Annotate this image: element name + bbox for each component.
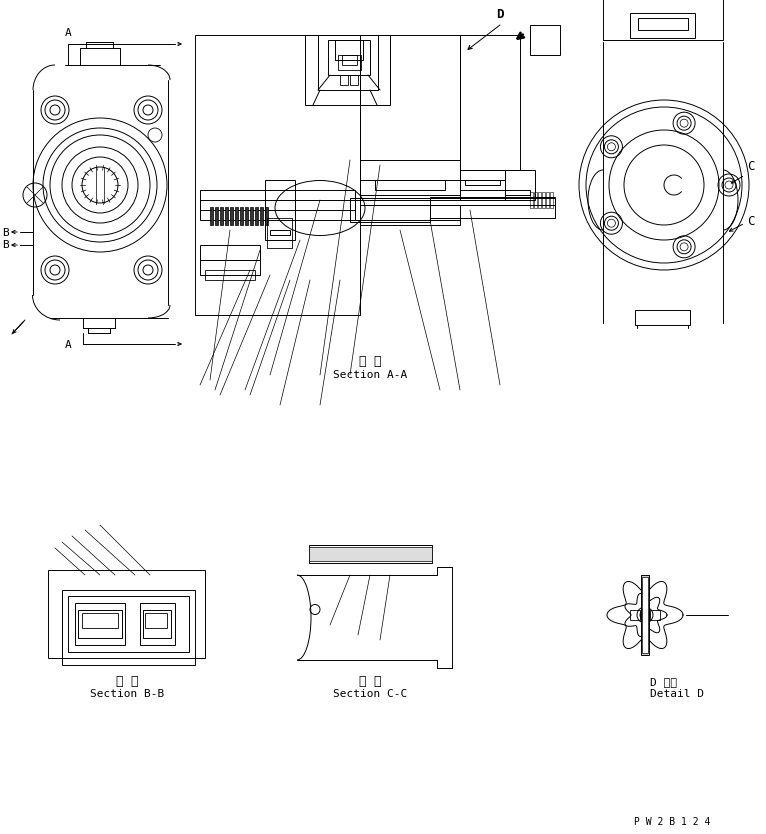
Text: Section B-B: Section B-B: [90, 689, 164, 699]
Text: Section C-C: Section C-C: [333, 689, 407, 699]
Text: D: D: [496, 8, 504, 21]
Bar: [230, 207, 233, 225]
Bar: [530, 25, 560, 55]
Bar: [318, 35, 378, 90]
Bar: [220, 207, 223, 225]
Bar: [630, 610, 640, 620]
Bar: [200, 245, 260, 260]
Bar: [460, 170, 505, 200]
Bar: [360, 160, 460, 195]
Bar: [350, 198, 430, 222]
Bar: [550, 192, 553, 208]
Text: B: B: [2, 228, 8, 238]
Text: 断 面: 断 面: [358, 355, 381, 368]
Bar: [200, 190, 355, 220]
Bar: [267, 218, 292, 248]
Text: B: B: [2, 240, 8, 250]
Bar: [245, 207, 248, 225]
Bar: [635, 310, 690, 325]
Bar: [68, 596, 189, 652]
Bar: [305, 35, 390, 105]
Text: A: A: [64, 340, 71, 350]
Text: Section A-A: Section A-A: [333, 370, 407, 380]
Bar: [375, 180, 445, 190]
Bar: [360, 205, 460, 225]
Bar: [250, 207, 253, 225]
Bar: [505, 170, 535, 200]
Bar: [603, 0, 723, 40]
Bar: [638, 18, 688, 30]
Bar: [340, 75, 348, 85]
Bar: [430, 197, 555, 205]
Bar: [309, 547, 432, 561]
Bar: [62, 590, 195, 658]
Text: 断 面: 断 面: [358, 675, 381, 688]
Bar: [260, 207, 263, 225]
Bar: [205, 270, 255, 280]
Bar: [75, 603, 125, 645]
Text: D 詳細: D 詳細: [650, 677, 677, 687]
Bar: [200, 200, 355, 210]
Bar: [460, 35, 520, 170]
Bar: [534, 192, 537, 208]
Text: C: C: [748, 160, 755, 173]
Bar: [143, 610, 171, 638]
Text: Detail D: Detail D: [650, 689, 704, 699]
Bar: [546, 192, 549, 208]
Bar: [309, 545, 432, 563]
Bar: [235, 207, 238, 225]
Bar: [642, 577, 648, 653]
Bar: [200, 260, 260, 275]
Bar: [82, 613, 118, 628]
Bar: [460, 180, 505, 190]
Bar: [338, 55, 361, 70]
Bar: [140, 603, 175, 645]
Bar: [538, 192, 541, 208]
Bar: [78, 610, 122, 638]
Bar: [630, 13, 695, 38]
Bar: [505, 190, 530, 195]
Bar: [650, 610, 660, 620]
Bar: [530, 192, 533, 208]
Bar: [542, 192, 545, 208]
Bar: [342, 55, 357, 65]
Text: 断 面: 断 面: [116, 675, 138, 688]
Bar: [335, 40, 363, 60]
Bar: [328, 40, 370, 75]
Bar: [240, 207, 243, 225]
Bar: [350, 75, 358, 85]
Bar: [215, 207, 218, 225]
Bar: [641, 575, 649, 655]
Text: C: C: [748, 215, 755, 228]
Bar: [225, 207, 228, 225]
Bar: [265, 207, 268, 225]
Bar: [145, 613, 167, 628]
Text: A: A: [64, 28, 71, 38]
Bar: [270, 230, 290, 235]
Bar: [465, 180, 500, 185]
Bar: [195, 35, 360, 315]
Bar: [360, 35, 460, 180]
Bar: [255, 207, 258, 225]
Bar: [210, 207, 213, 225]
Text: P W 2 B 1 2 4: P W 2 B 1 2 4: [633, 817, 710, 827]
Bar: [265, 180, 295, 240]
Bar: [430, 198, 555, 218]
